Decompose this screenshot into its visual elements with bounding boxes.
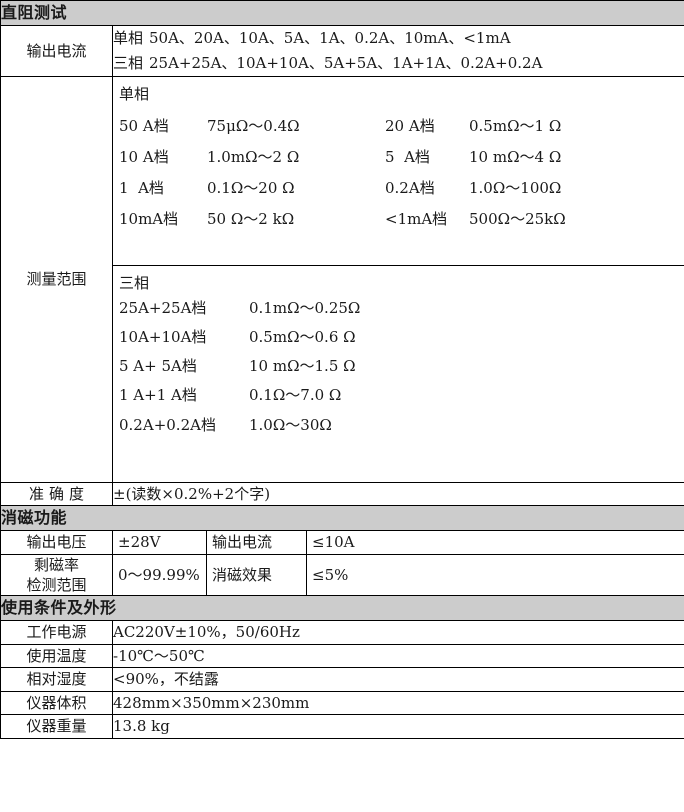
- row-value-measurement-range: 单相 50 A档 75μΩ～0.4Ω 20 A档 0.5mΩ～1 Ω 10 A档 1.0…: [111, 75, 684, 483]
- range-value: 10 mΩ～4 Ω: [469, 147, 562, 166]
- table-row-power-supply: 工作电源 AC220V±10%，50/60Hz: [0, 620, 684, 645]
- range-name: 5 A档: [385, 147, 430, 166]
- row-value-temperature: -10℃～50℃: [111, 643, 684, 668]
- row-value-humidity: <90%，不结露: [111, 667, 684, 692]
- row-label-accuracy: 准确度: [0, 481, 113, 506]
- residual-magnetism-label-line2: 检测范围: [26, 575, 87, 594]
- range-name: 25A+25A档: [119, 298, 207, 317]
- section-header-row-dc-resistance: 直阻测试: [0, 0, 684, 26]
- range-row: 50 A档 75μΩ～0.4Ω 20 A档 0.5mΩ～1 Ω: [119, 116, 684, 136]
- range-row: 1 A+1 A档 0.1Ω～7.0 Ω: [119, 385, 684, 405]
- row-value-power-supply: AC220V±10%，50/60Hz: [111, 620, 684, 645]
- row-label-temperature: 使用温度: [0, 643, 113, 668]
- range-name: 10A+10A档: [119, 327, 207, 346]
- output-current-single-phase: 单相 50A、20A、10A、5A、1A、0.2A、10mA、<1mA: [113, 29, 511, 47]
- table-row-output-current: 输出电流 单相 50A、20A、10A、5A、1A、0.2A、10mA、<1mA …: [0, 25, 684, 77]
- range-row: 0.2A+0.2A档 1.0Ω～30Ω: [119, 415, 684, 435]
- range-value: 0.1Ω～7.0 Ω: [249, 386, 342, 405]
- range-value: 75μΩ～0.4Ω: [207, 116, 300, 135]
- phase-value-single: 50A、20A、10A、5A、1A、0.2A、10mA、<1mA: [149, 29, 511, 47]
- range-row: 10mA档 50 Ω～2 kΩ <1mA档 500Ω～25kΩ: [119, 209, 684, 229]
- range-value: 0.5mΩ～1 Ω: [469, 116, 562, 135]
- row-label-weight: 仪器重量: [0, 714, 113, 739]
- phase-label-single: 单相: [113, 29, 144, 47]
- row-value-residual-magnetism: 0～99.99%: [112, 553, 207, 596]
- range-name: 0.2A档: [385, 179, 435, 197]
- range-value: 1.0Ω～30Ω: [249, 415, 332, 434]
- range-title-single: 单相: [119, 84, 150, 103]
- range-value: 10 mΩ～1.5 Ω: [249, 357, 356, 375]
- row-label-output-voltage: 输出电压: [0, 530, 113, 555]
- table-row-dimensions: 仪器体积 428mm×350mm×230mm: [0, 690, 684, 715]
- range-name: 10mA档: [119, 210, 179, 229]
- table-row-output-voltage: 输出电压 ±28V 输出电流 ≤10A: [0, 530, 684, 555]
- row-label-output-current: 输出电流: [0, 25, 113, 77]
- phase-label-three: 三相: [113, 53, 144, 72]
- row-label-measurement-range: 测量范围: [0, 75, 113, 483]
- range-block-three-phase: 三相 25A+25A档 0.1mΩ～0.25Ω 10A+10A档 0.5mΩ～0.6…: [113, 266, 684, 482]
- specification-table: 直阻测试 输出电流 单相 50A、20A、10A、5A、1A、0.2A、10mA、…: [0, 0, 684, 739]
- range-row: 25A+25A档 0.1mΩ～0.25Ω: [119, 298, 684, 318]
- row-value-weight: 13.8 kg: [111, 714, 684, 739]
- range-value: 1.0Ω～100Ω: [469, 179, 562, 197]
- row-value-accuracy: ±(读数×0.2%+2个字): [111, 481, 684, 506]
- section-header-row-demagnetization: 消磁功能: [0, 505, 684, 531]
- row-value-output-current: 单相 50A、20A、10A、5A、1A、0.2A、10mA、<1mA 三相 25A…: [111, 25, 684, 77]
- range-row: 10A+10A档 0.5mΩ～0.6 Ω: [119, 327, 684, 347]
- range-row: 5 A+ 5A档 10 mΩ～1.5 Ω: [119, 356, 684, 376]
- row-label-dimensions: 仪器体积: [0, 690, 113, 715]
- range-block-divider: [113, 264, 684, 266]
- row-value-demag-output-current: ≤10A: [305, 530, 684, 555]
- row-value-demag-effect: ≤5%: [305, 553, 684, 596]
- range-value: 0.5mΩ～0.6 Ω: [249, 327, 356, 346]
- table-row-weight: 仪器重量 13.8 kg: [0, 714, 684, 739]
- phase-value-three: 25A+25A、10A+10A、5A+5A、1A+1A、0.2A+0.2A: [149, 53, 543, 72]
- range-name: 10 A档: [119, 147, 169, 166]
- row-label-power-supply: 工作电源: [0, 620, 113, 645]
- section-header-demagnetization: 消磁功能: [0, 505, 684, 531]
- range-title-three: 三相: [119, 273, 150, 292]
- row-label-residual-magnetism: 剩磁率 检测范围: [0, 553, 113, 596]
- table-row-temperature: 使用温度 -10℃～50℃: [0, 643, 684, 668]
- range-value: 500Ω～25kΩ: [469, 210, 566, 229]
- range-name: 5 A+ 5A档: [119, 357, 197, 375]
- table-row-humidity: 相对湿度 <90%，不结露: [0, 667, 684, 692]
- row-label-humidity: 相对湿度: [0, 667, 113, 692]
- row-value-output-voltage: ±28V: [112, 530, 207, 555]
- range-row: 1 A档 0.1Ω～20 Ω 0.2A档 1.0Ω～100Ω: [119, 178, 684, 198]
- row-label-demag-effect: 消磁效果: [206, 553, 307, 596]
- range-name: 20 A档: [385, 116, 435, 135]
- range-value: 50 Ω～2 kΩ: [207, 210, 295, 229]
- row-value-dimensions: 428mm×350mm×230mm: [111, 690, 684, 715]
- table-row-measurement-range: 测量范围 单相 50 A档 75μΩ～0.4Ω 20 A档 0.5mΩ～1 Ω 10 …: [0, 75, 684, 483]
- table-row-residual-magnetism: 剩磁率 检测范围 0～99.99% 消磁效果 ≤5%: [0, 553, 684, 596]
- range-value: 0.1mΩ～0.25Ω: [249, 298, 361, 317]
- range-name: 1 A档: [119, 179, 164, 197]
- range-value: 0.1Ω～20 Ω: [207, 179, 295, 197]
- range-row: 10 A档 1.0mΩ～2 Ω 5 A档 10 mΩ～4 Ω: [119, 147, 684, 167]
- section-header-dc-resistance: 直阻测试: [0, 0, 684, 26]
- table-row-accuracy: 准确度 ±(读数×0.2%+2个字): [0, 481, 684, 506]
- range-block-single-phase: 单相 50 A档 75μΩ～0.4Ω 20 A档 0.5mΩ～1 Ω 10 A档 1.0…: [113, 77, 684, 265]
- output-current-three-phase: 三相 25A+25A、10A+10A、5A+5A、1A+1A、0.2A+0.2A: [113, 54, 542, 72]
- residual-magnetism-label-line1: 剩磁率: [33, 555, 79, 574]
- row-label-demag-output-current: 输出电流: [206, 530, 307, 555]
- section-header-row-operating-conditions: 使用条件及外形: [0, 595, 684, 621]
- section-header-operating-conditions: 使用条件及外形: [0, 595, 684, 621]
- range-value: 1.0mΩ～2 Ω: [207, 147, 300, 166]
- range-name: <1mA档: [385, 210, 448, 229]
- range-name: 0.2A+0.2A档: [119, 415, 216, 434]
- range-name: 50 A档: [119, 116, 169, 135]
- range-name: 1 A+1 A档: [119, 386, 197, 405]
